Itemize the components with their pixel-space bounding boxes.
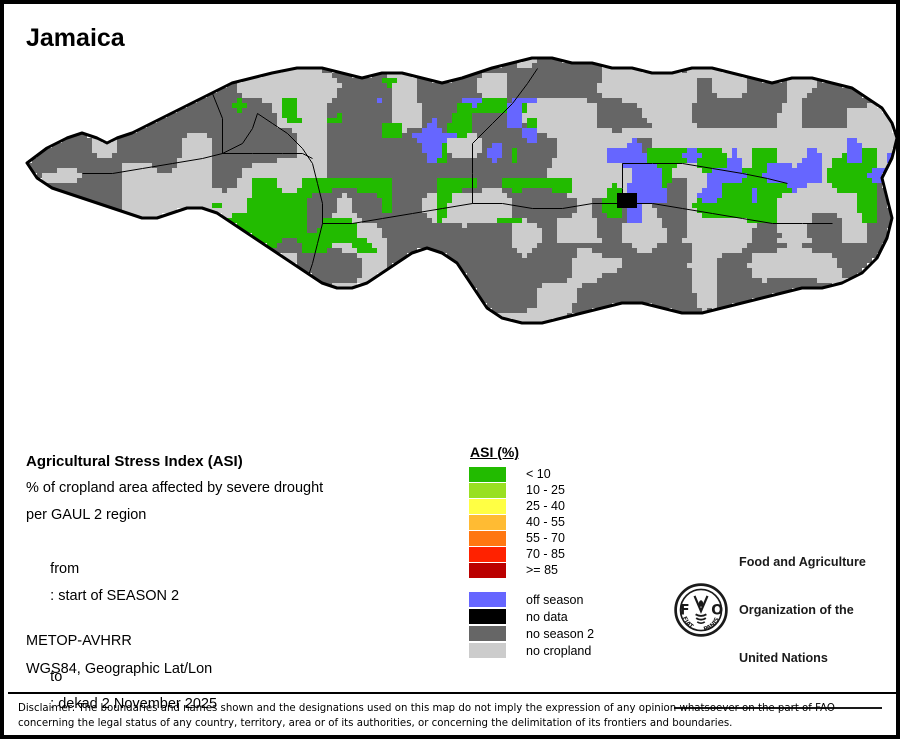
fao-name-line-2: Organization of the <box>739 603 854 617</box>
asi-raster-map[interactable] <box>4 52 896 402</box>
map-legend: ASI (%) < 10 10 - 25 25 - 40 40 - 55 55 - 70… <box>469 444 659 659</box>
legend-label: off season <box>526 592 584 607</box>
legend-label: 40 - 55 <box>526 515 565 529</box>
legend-row: no cropland <box>469 642 659 659</box>
projection-label: WGS84, Geographic Lat/Lon <box>26 661 213 677</box>
legend-color-swatch <box>469 530 506 546</box>
fao-divider <box>674 707 882 709</box>
period-to-label: to <box>50 669 63 685</box>
period-to-value: : dekad 2 November 2025 <box>50 696 218 712</box>
legend-row: no data <box>469 608 659 625</box>
legend-row: off season <box>469 591 659 608</box>
legend-row: no season 2 <box>469 625 659 642</box>
legend-color-swatch <box>469 562 506 578</box>
map-viewport[interactable] <box>4 52 896 402</box>
legend-label: 70 - 85 <box>526 547 565 561</box>
legend-row: 10 - 25 <box>469 482 659 498</box>
svg-text:F: F <box>680 602 690 618</box>
legend-color-swatch <box>469 482 506 498</box>
period-from-row: from : start of SEASON 2 <box>26 529 446 637</box>
legend-label: < 10 <box>526 467 551 481</box>
legend-special-list: off season no data no season 2 no cropland <box>469 591 659 659</box>
legend-class-list: < 10 10 - 25 25 - 40 40 - 55 55 - 70 70 - 85 >… <box>469 466 659 578</box>
page-title: Jamaica <box>26 24 125 52</box>
map-source-info: METOP-AVHRR WGS84, Geographic Lat/Lon <box>26 627 212 683</box>
legend-label: 55 - 70 <box>526 531 565 545</box>
fao-organization-name: Food and Agriculture Organization of the… <box>739 522 866 698</box>
legend-row: 70 - 85 <box>469 546 659 562</box>
legend-title: ASI (%) <box>470 444 519 460</box>
fao-branding: F O FIAT PANIS <box>674 522 889 735</box>
legend-spacer <box>469 578 659 591</box>
legend-color-swatch <box>469 546 506 562</box>
sensor-label: METOP-AVHRR <box>26 633 132 649</box>
legend-row: >= 85 <box>469 562 659 578</box>
description-heading: Agricultural Stress Index (ASI) <box>26 453 243 470</box>
map-description: Agricultural Stress Index (ASI) % of cro… <box>26 448 446 735</box>
legend-color-swatch <box>469 592 506 607</box>
period-from-value: : start of SEASON 2 <box>50 588 180 604</box>
fao-logo-icon: F O FIAT PANIS <box>674 583 728 637</box>
legend-color-swatch <box>469 514 506 530</box>
legend-color-swatch <box>469 498 506 514</box>
legend-color-swatch <box>469 643 506 658</box>
period-to-row: to : dekad 2 November 2025 <box>26 637 446 735</box>
disclaimer-text: Disclaimer: The boundaries and names sho… <box>18 703 835 729</box>
fao-name-line-1: Food and Agriculture <box>739 555 866 569</box>
legend-row: 25 - 40 <box>469 498 659 514</box>
legend-row: 55 - 70 <box>469 530 659 546</box>
legend-color-swatch <box>469 626 506 641</box>
legend-row: 40 - 55 <box>469 514 659 530</box>
legend-color-swatch <box>469 466 506 482</box>
disclaimer-divider <box>8 692 896 694</box>
svg-text:O: O <box>711 602 723 618</box>
description-subtitle: % of cropland area affected by severe dr… <box>26 480 324 496</box>
fao-name-line-3: United Nations <box>739 651 828 665</box>
period-from-label: from <box>50 561 80 577</box>
legend-label: >= 85 <box>526 563 558 577</box>
legend-label: no data <box>526 609 568 624</box>
legend-label: 10 - 25 <box>526 483 565 497</box>
legend-label: no cropland <box>526 643 592 658</box>
legend-label: 25 - 40 <box>526 499 565 513</box>
fao-logo-row: F O FIAT PANIS <box>674 522 889 698</box>
legend-color-swatch <box>469 609 506 624</box>
legend-row: < 10 <box>469 466 659 482</box>
legend-label: no season 2 <box>526 626 595 641</box>
description-region-unit: per GAUL 2 region <box>26 507 147 523</box>
